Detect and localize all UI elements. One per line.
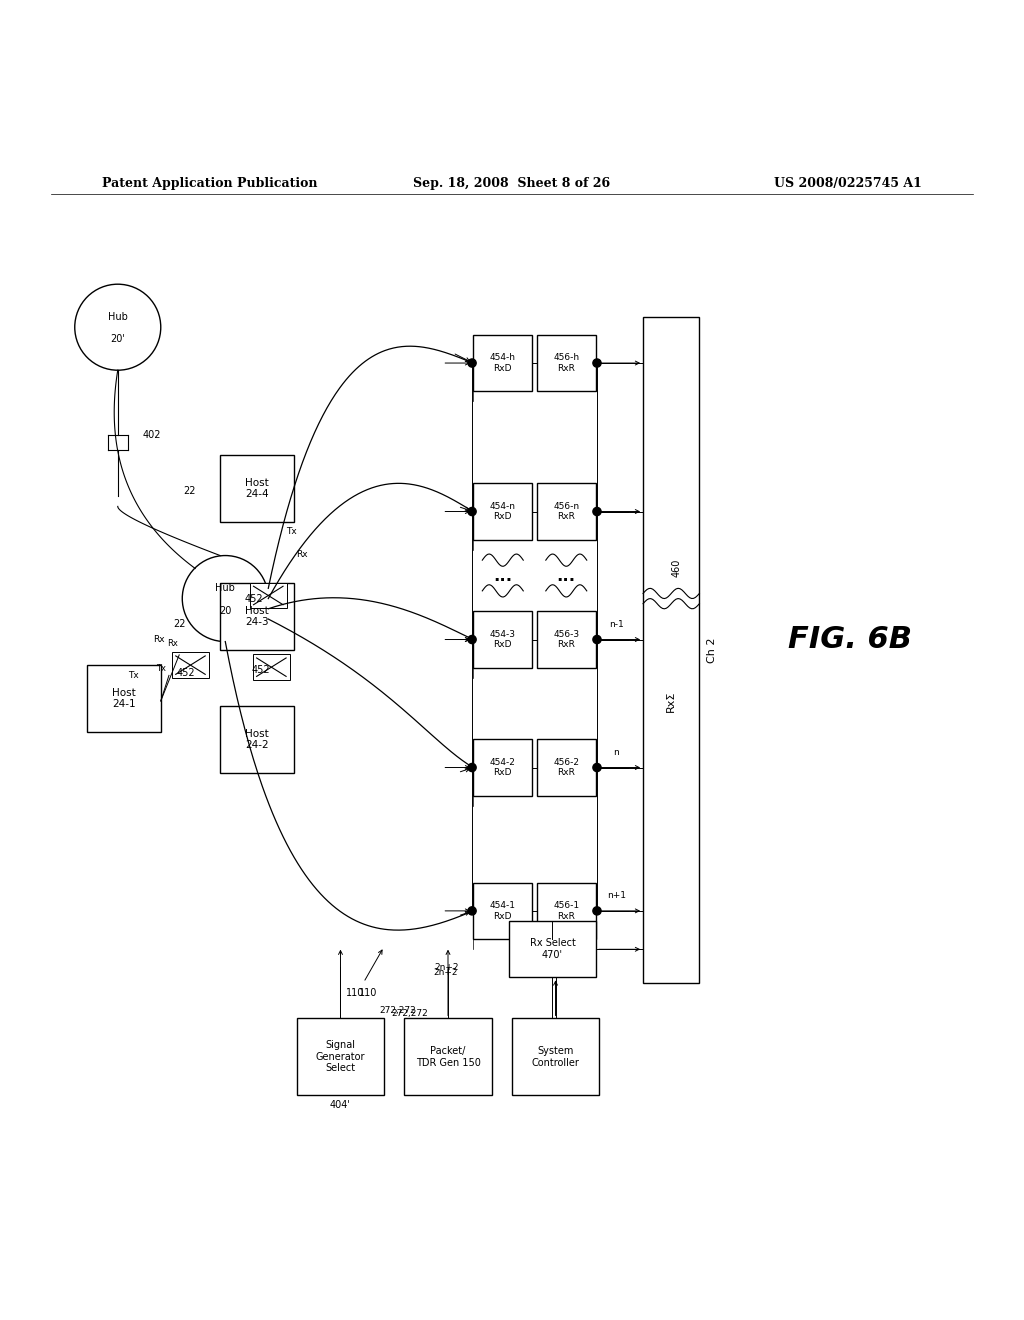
FancyBboxPatch shape <box>473 883 532 939</box>
FancyBboxPatch shape <box>404 1019 492 1096</box>
Text: Sep. 18, 2008  Sheet 8 of 26: Sep. 18, 2008 Sheet 8 of 26 <box>414 177 610 190</box>
Text: Tx: Tx <box>156 664 166 673</box>
FancyBboxPatch shape <box>537 335 596 391</box>
Text: Host
24-1: Host 24-1 <box>112 688 136 709</box>
FancyBboxPatch shape <box>537 883 596 939</box>
Text: 456-h
RxR: 456-h RxR <box>553 354 580 372</box>
FancyBboxPatch shape <box>220 583 294 649</box>
FancyBboxPatch shape <box>509 921 596 977</box>
FancyBboxPatch shape <box>87 665 161 731</box>
Circle shape <box>468 507 476 516</box>
Text: n: n <box>613 747 620 756</box>
Circle shape <box>468 359 476 367</box>
FancyBboxPatch shape <box>537 611 596 668</box>
Text: 2n+2: 2n+2 <box>433 968 458 977</box>
Text: Host
24-2: Host 24-2 <box>245 729 269 750</box>
Circle shape <box>593 763 601 772</box>
Text: 272,272: 272,272 <box>379 1006 416 1015</box>
Text: n-1: n-1 <box>609 619 624 628</box>
Text: 452: 452 <box>245 594 263 603</box>
Text: Signal
Generator
Select: Signal Generator Select <box>315 1040 366 1073</box>
Text: 452: 452 <box>252 665 270 676</box>
Text: 456-1
RxR: 456-1 RxR <box>553 902 580 920</box>
Bar <box>250 582 287 609</box>
Text: 22: 22 <box>173 619 185 630</box>
FancyBboxPatch shape <box>473 335 532 391</box>
Text: Hub: Hub <box>108 312 128 322</box>
Circle shape <box>593 907 601 915</box>
Bar <box>253 655 290 680</box>
FancyBboxPatch shape <box>220 455 294 521</box>
Text: 454-1
RxD: 454-1 RxD <box>489 902 516 920</box>
FancyBboxPatch shape <box>537 739 596 796</box>
Text: Rx: Rx <box>167 639 178 648</box>
Text: Rx: Rx <box>153 635 165 644</box>
Text: 454-3
RxD: 454-3 RxD <box>489 630 516 649</box>
Text: 404': 404' <box>330 1101 350 1110</box>
Text: 110: 110 <box>359 987 378 998</box>
Text: n+1: n+1 <box>607 891 626 900</box>
FancyBboxPatch shape <box>473 611 532 668</box>
Text: FIG. 6B: FIG. 6B <box>787 626 912 653</box>
Text: RxΣ: RxΣ <box>667 690 676 711</box>
Circle shape <box>593 635 601 644</box>
Text: 460: 460 <box>672 558 681 577</box>
FancyBboxPatch shape <box>297 1019 384 1096</box>
Text: 454-h
RxD: 454-h RxD <box>489 354 516 372</box>
Text: 22: 22 <box>183 486 196 496</box>
Text: ...: ... <box>557 566 575 585</box>
Text: 452: 452 <box>177 668 196 678</box>
Text: US 2008/0225745 A1: US 2008/0225745 A1 <box>774 177 922 190</box>
Text: 456-3
RxR: 456-3 RxR <box>553 630 580 649</box>
Text: 402: 402 <box>142 430 161 440</box>
Circle shape <box>593 359 601 367</box>
Bar <box>172 652 209 678</box>
FancyBboxPatch shape <box>512 1019 599 1096</box>
Text: 456-2
RxR: 456-2 RxR <box>553 758 580 777</box>
Text: Hub: Hub <box>215 583 236 593</box>
FancyBboxPatch shape <box>473 483 532 540</box>
Text: 110: 110 <box>346 987 365 998</box>
Text: Packet/
TDR Gen 150: Packet/ TDR Gen 150 <box>416 1045 480 1068</box>
Text: Tx: Tx <box>287 528 297 536</box>
FancyBboxPatch shape <box>220 706 294 772</box>
Text: Patent Application Publication: Patent Application Publication <box>102 177 317 190</box>
Text: Ch 2: Ch 2 <box>707 638 717 663</box>
Text: Tx: Tx <box>128 671 138 680</box>
FancyBboxPatch shape <box>473 739 532 796</box>
Circle shape <box>468 635 476 644</box>
Circle shape <box>468 907 476 915</box>
Text: Rx Select
470': Rx Select 470' <box>529 939 575 960</box>
Text: 272,272: 272,272 <box>391 1008 428 1018</box>
Text: ...: ... <box>494 566 512 585</box>
Text: System
Controller: System Controller <box>531 1045 580 1068</box>
Text: 20: 20 <box>219 606 231 616</box>
Bar <box>643 317 699 982</box>
Text: Host
24-4: Host 24-4 <box>245 478 269 499</box>
Text: 20': 20' <box>111 334 125 345</box>
Text: 454-n
RxD: 454-n RxD <box>489 502 516 521</box>
Text: Rx: Rx <box>296 550 308 560</box>
Text: 2n+2: 2n+2 <box>434 962 459 972</box>
Text: 456-n
RxR: 456-n RxR <box>553 502 580 521</box>
FancyBboxPatch shape <box>537 483 596 540</box>
Text: 454-2
RxD: 454-2 RxD <box>489 758 516 777</box>
Circle shape <box>593 507 601 516</box>
Circle shape <box>468 763 476 772</box>
Text: Host
24-3: Host 24-3 <box>245 606 269 627</box>
